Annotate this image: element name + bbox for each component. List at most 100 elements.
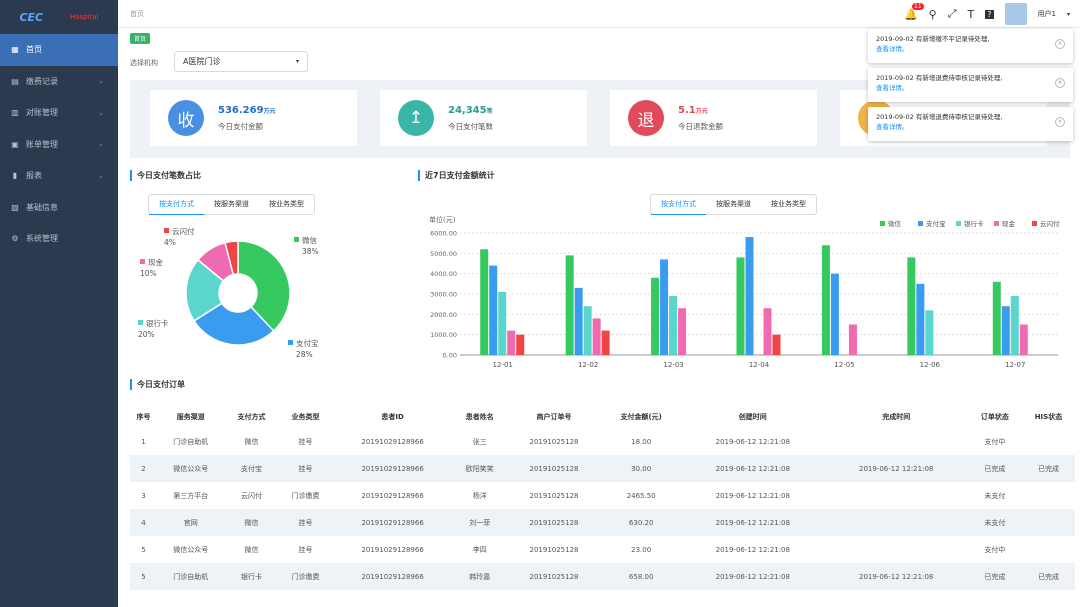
sidebar-item[interactable]: ▧ 基础信息 — [0, 192, 118, 224]
chevron-down-icon: ⌄ — [98, 171, 104, 180]
sidebar-item[interactable]: ▮ 报表 ⌄ — [0, 160, 118, 192]
breadcrumb[interactable]: 首页 — [130, 9, 144, 18]
column-header[interactable]: 患者ID — [381, 413, 404, 421]
table-row[interactable]: 5 微信公众号 微信 挂号 20191029128966 李四 20191025128 23.… — [130, 536, 1075, 563]
column-header[interactable]: 服务渠道 — [176, 413, 205, 421]
legend-label: 现金 — [1002, 219, 1016, 228]
table-cell: 30.00 — [601, 455, 682, 482]
table-row[interactable]: 5 门诊自助机 银行卡 门诊缴费 20191029128966 韩玲嘉 2019102512… — [130, 563, 1075, 590]
user-name[interactable]: 用户1 — [1037, 10, 1056, 18]
help-icon[interactable]: ? — [985, 9, 994, 19]
font-size-icon[interactable]: T — [967, 7, 975, 21]
x-tick-label: 12-06 — [920, 361, 941, 369]
home-tab-tag[interactable]: 首页 — [130, 33, 151, 44]
table-cell: 支付中 — [984, 437, 1006, 446]
bar — [480, 249, 489, 355]
table-cell: 未支付 — [984, 491, 1006, 500]
notification-text: 2019-09-02 有新增退费待审核记录待处理, — [876, 74, 1003, 82]
column-header[interactable]: 创建时间 — [738, 413, 767, 421]
chevron-down-icon[interactable]: ▾ — [1066, 10, 1070, 18]
legend-label: 银行卡 — [964, 219, 984, 228]
chart-tab[interactable]: 按支付方式 — [651, 195, 706, 215]
table-row[interactable]: 3 第三方平台 云闪付 门诊缴费 20191029128966 杨洋 20191025128… — [130, 482, 1075, 509]
table-cell: 第三方平台 — [173, 491, 209, 500]
column-header[interactable]: 业务类型 — [291, 413, 320, 421]
chevron-down-icon: ▾ — [295, 58, 299, 65]
table-row[interactable]: 1 门诊自助机 微信 挂号 20191029128966 张三 20191025128 18.… — [130, 428, 1075, 455]
close-icon[interactable]: × — [1055, 78, 1065, 88]
sidebar-item[interactable]: ⚙ 系统管理 — [0, 223, 118, 255]
x-tick-label: 12-04 — [749, 361, 770, 369]
x-tick-label: 12-03 — [663, 361, 683, 369]
table-cell: 银行卡 — [224, 563, 279, 590]
y-tick-label: 6000.00 — [430, 230, 457, 238]
table-cell — [824, 509, 968, 536]
bar — [821, 245, 830, 355]
table-cell: 20191025128 — [529, 491, 579, 500]
table-cell: 挂号 — [298, 545, 313, 554]
pie-label-name: 微信 — [302, 235, 317, 245]
table-cell: 门诊缴费 — [278, 563, 333, 590]
chart-tab[interactable]: 按服务渠道 — [716, 200, 751, 208]
bar — [736, 257, 745, 355]
sidebar-item[interactable]: ▣ 账单管理 ⌄ — [0, 129, 118, 161]
pie-label-name: 银行卡 — [146, 318, 169, 328]
table-cell — [825, 482, 968, 509]
notification-text: 2019-09-02 有新增缴不平记录待处理, — [876, 35, 990, 43]
y-tick-label: 1000.00 — [430, 331, 457, 339]
legend-swatch — [994, 221, 999, 226]
notification-link[interactable]: 查看详情。 — [876, 45, 909, 53]
chart-tab[interactable]: 按业务类型 — [269, 200, 304, 208]
bar — [565, 255, 574, 355]
avatar[interactable] — [1004, 3, 1027, 25]
table-cell — [1022, 428, 1075, 455]
pie-slice — [193, 302, 275, 346]
bar-section-title: 近7日支付金额统计 — [418, 170, 495, 181]
sidebar-item[interactable]: ▦ 首页 — [0, 34, 118, 66]
column-header[interactable]: 完成时间 — [882, 413, 911, 421]
table-cell: 20191025128 — [506, 455, 602, 482]
table-cell: 20191029128966 — [332, 455, 453, 482]
table-row[interactable]: 4 官网 微信 挂号 20191029128966 刘一菲 20191025128 630.2… — [130, 509, 1075, 536]
column-header[interactable]: 商户订单号 — [536, 413, 572, 421]
bar — [678, 308, 687, 355]
stat-value: 5.1万元 — [678, 104, 708, 116]
org-select[interactable]: A医院门诊 ▾ — [174, 51, 308, 72]
stat-card: ↥ 24,345笔 今日支付笔数 — [380, 90, 587, 146]
bar — [574, 287, 583, 355]
bell-icon[interactable]: 🔔 11 — [903, 2, 924, 21]
bar — [916, 283, 925, 355]
stat-icon: ↥ — [398, 100, 434, 136]
close-icon[interactable]: × — [1055, 117, 1065, 127]
gear-icon: ⚙ — [11, 234, 19, 244]
table-cell: 门诊缴费 — [291, 491, 320, 500]
fullscreen-icon[interactable]: ⤢ — [947, 7, 957, 20]
pie-tabs: 按支付方式 按服务渠道 按业务类型 — [148, 194, 315, 215]
sidebar-item[interactable]: ▥ 对账管理 ⌄ — [0, 97, 118, 129]
table-cell: 张三 — [472, 437, 487, 446]
chart-tab[interactable]: 按服务渠道 — [214, 200, 249, 208]
org-select-value: A医院门诊 — [183, 57, 221, 66]
stat-unit: 笔 — [486, 107, 493, 115]
notification-link[interactable]: 查看详情。 — [876, 84, 909, 92]
table-row[interactable]: 2 微信公众号 支付宝 挂号 20191029128966 欧阳笑笑 20191025128… — [130, 455, 1075, 482]
column-header[interactable]: HIS状态 — [1034, 413, 1063, 421]
stat-value: 24,345笔 — [448, 104, 493, 116]
table-cell: 2019-06-12 12:21:08 — [824, 455, 968, 482]
notification-link[interactable]: 查看详情。 — [876, 123, 909, 131]
logo-main: CEC — [19, 10, 44, 24]
table-cell: 20191029128966 — [361, 491, 424, 500]
close-icon[interactable]: × — [1055, 39, 1065, 49]
column-header[interactable]: 订单状态 — [980, 413, 1009, 421]
notification-toast: 2019-09-02 有新增退费待审核记录待处理, 查看详情。 × — [868, 107, 1073, 141]
column-header[interactable]: 序号 — [136, 413, 151, 421]
column-header[interactable]: 患者姓名 — [465, 413, 494, 421]
stat-card: 退 5.1万元 今日退款金额 — [610, 90, 817, 146]
stat-unit: 万元 — [263, 107, 276, 115]
column-header[interactable]: 支付金额(元) — [620, 413, 662, 421]
search-icon[interactable]: ⚲ — [928, 7, 937, 21]
sidebar-item[interactable]: ▤ 缴费记录 ⌄ — [0, 66, 118, 98]
chart-tab[interactable]: 按支付方式 — [149, 195, 204, 215]
chart-tab[interactable]: 按业务类型 — [771, 200, 806, 208]
column-header[interactable]: 支付方式 — [237, 413, 266, 421]
